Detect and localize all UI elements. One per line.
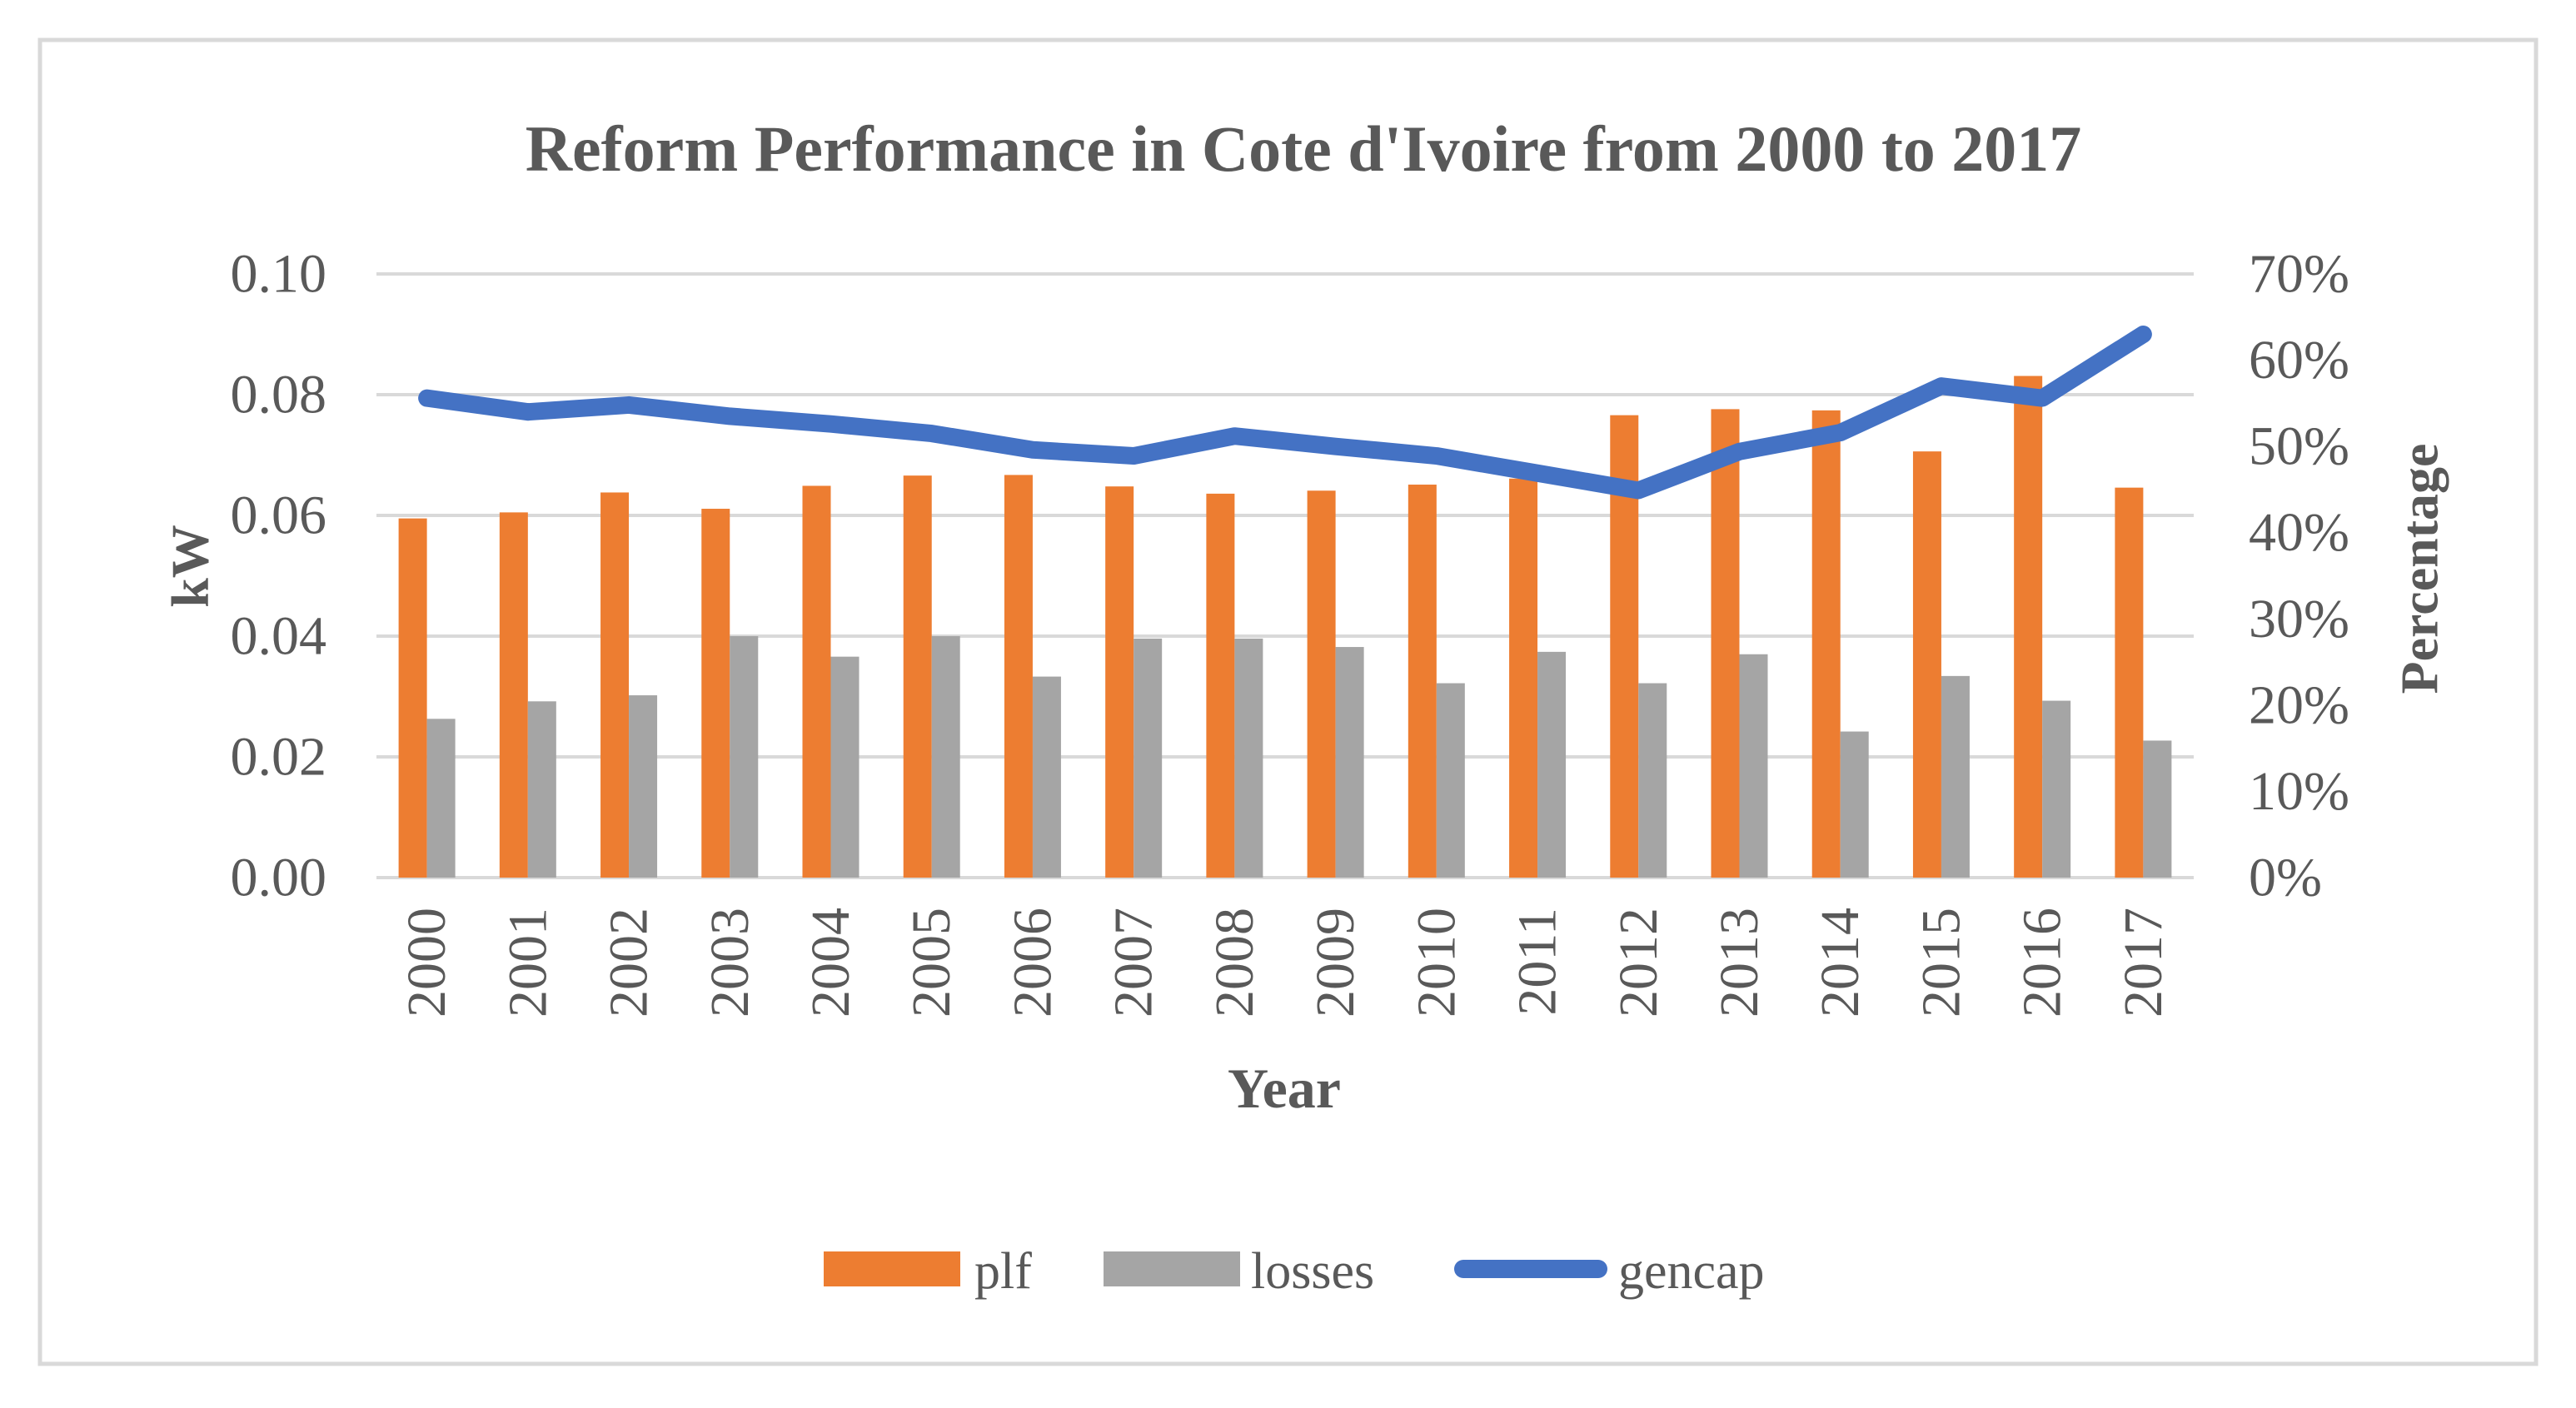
plf-legend-label: plf bbox=[974, 1243, 1032, 1300]
plf-bar bbox=[1711, 409, 1740, 878]
left-axis-tick-label: 0.06 bbox=[231, 485, 327, 546]
losses-legend-label: losses bbox=[1251, 1243, 1374, 1300]
right-axis-tick-label: 0% bbox=[2249, 848, 2322, 908]
x-axis-tick-label: 2010 bbox=[1406, 908, 1467, 1017]
losses-bar bbox=[1638, 683, 1667, 878]
plf-bar bbox=[701, 509, 730, 878]
plf-legend-swatch-icon bbox=[824, 1251, 960, 1286]
losses-bar bbox=[1436, 683, 1465, 878]
left-axis-tick-label: 0.10 bbox=[231, 244, 327, 305]
x-axis-title: Year bbox=[1228, 1057, 1341, 1120]
left-axis-tick-label: 0.02 bbox=[231, 727, 327, 788]
line-series bbox=[418, 326, 2152, 500]
x-axis-tick-label: 2011 bbox=[1507, 908, 1568, 1016]
left-axis-tick-label: 0.08 bbox=[231, 365, 327, 425]
plf-bar bbox=[1105, 486, 1134, 878]
right-axis-tick-label: 40% bbox=[2249, 502, 2349, 563]
plf-bar bbox=[1206, 493, 1235, 878]
plf-bar bbox=[1912, 451, 1941, 878]
losses-bar bbox=[1032, 676, 1061, 878]
plf-bar bbox=[1004, 475, 1033, 878]
x-axis-tick-label: 2015 bbox=[1911, 908, 1971, 1017]
x-axis-tick-label: 2013 bbox=[1709, 908, 1770, 1017]
gencap-line bbox=[418, 326, 2152, 500]
x-axis-tick-label: 2012 bbox=[1608, 908, 1669, 1017]
right-axis-tick-label: 10% bbox=[2249, 761, 2349, 822]
gridlines bbox=[376, 272, 2194, 879]
right-axis-tick-labels: 0% 10% 20% 30% 40% 50% 60% 70% bbox=[2249, 244, 2349, 908]
x-axis-tick-label: 2002 bbox=[599, 908, 660, 1017]
losses-bar bbox=[1234, 638, 1263, 878]
losses-bar bbox=[426, 719, 456, 878]
losses-legend-swatch-icon bbox=[1104, 1251, 1240, 1286]
plf-bar bbox=[1307, 490, 1336, 878]
x-axis-tick-label: 2017 bbox=[2113, 908, 2174, 1017]
x-axis-tick-label: 2007 bbox=[1104, 908, 1164, 1017]
right-axis-title: Percentage bbox=[2390, 444, 2449, 694]
plf-bar bbox=[2115, 487, 2144, 878]
plf-bar bbox=[1509, 478, 1538, 878]
left-axis-tick-label: 0.04 bbox=[231, 606, 327, 667]
losses-bar bbox=[2143, 740, 2172, 878]
x-axis-tick-label: 2003 bbox=[700, 908, 760, 1017]
plf-bar bbox=[903, 475, 932, 878]
x-axis-tick-label: 2001 bbox=[497, 908, 558, 1017]
x-axis-tick-label: 2006 bbox=[1002, 908, 1063, 1017]
losses-bar bbox=[931, 636, 960, 878]
plf-bar bbox=[2014, 376, 2043, 878]
gencap-legend-label: gencap bbox=[1618, 1243, 1765, 1300]
losses-bar bbox=[1840, 731, 1869, 878]
plf-bar bbox=[600, 492, 630, 878]
left-axis-tick-label: 0.00 bbox=[231, 848, 327, 908]
x-axis-tick-label: 2016 bbox=[2012, 908, 2073, 1017]
losses-bar bbox=[629, 695, 658, 878]
plf-bar bbox=[398, 518, 427, 878]
chart-title: Reform Performance in Cote d'Ivoire from… bbox=[526, 112, 2082, 185]
right-axis-tick-label: 70% bbox=[2249, 244, 2349, 305]
losses-bar bbox=[1739, 654, 1768, 878]
right-axis-tick-label: 50% bbox=[2249, 416, 2349, 477]
plf-bar bbox=[802, 485, 831, 878]
right-axis-tick-label: 30% bbox=[2249, 589, 2349, 649]
x-axis-tick-label: 2000 bbox=[396, 908, 457, 1017]
bar-series bbox=[398, 376, 2172, 878]
losses-bar bbox=[830, 656, 859, 878]
right-axis-tick-label: 20% bbox=[2249, 674, 2349, 735]
x-axis-tick-label: 2009 bbox=[1305, 908, 1366, 1017]
plf-bar bbox=[1408, 485, 1437, 878]
plf-bar bbox=[1811, 410, 1841, 878]
legend: plf losses gencap bbox=[824, 1243, 1765, 1300]
right-axis-tick-label: 60% bbox=[2249, 330, 2349, 391]
losses-bar bbox=[527, 701, 556, 878]
x-axis-tick-label: 2005 bbox=[901, 908, 962, 1017]
x-axis-tick-label: 2004 bbox=[800, 908, 861, 1017]
x-axis-tick-label: 2014 bbox=[1810, 908, 1871, 1017]
losses-bar bbox=[1941, 675, 1970, 878]
losses-bar bbox=[1134, 638, 1163, 878]
left-axis-title: kW bbox=[161, 525, 220, 608]
losses-bar bbox=[2042, 700, 2071, 878]
plf-bar bbox=[499, 512, 528, 878]
losses-bar bbox=[730, 636, 759, 878]
losses-bar bbox=[1537, 651, 1567, 878]
losses-bar bbox=[1335, 647, 1364, 878]
chart-frame bbox=[37, 37, 2539, 1366]
x-axis-tick-label: 2008 bbox=[1204, 908, 1265, 1017]
left-axis-tick-labels: 0.00 0.02 0.04 0.06 0.08 0.10 bbox=[231, 244, 327, 908]
x-axis-tick-labels: 2000 2001 2002 2003 2004 2005 2006 2007 2008 2009… bbox=[396, 908, 2174, 1017]
